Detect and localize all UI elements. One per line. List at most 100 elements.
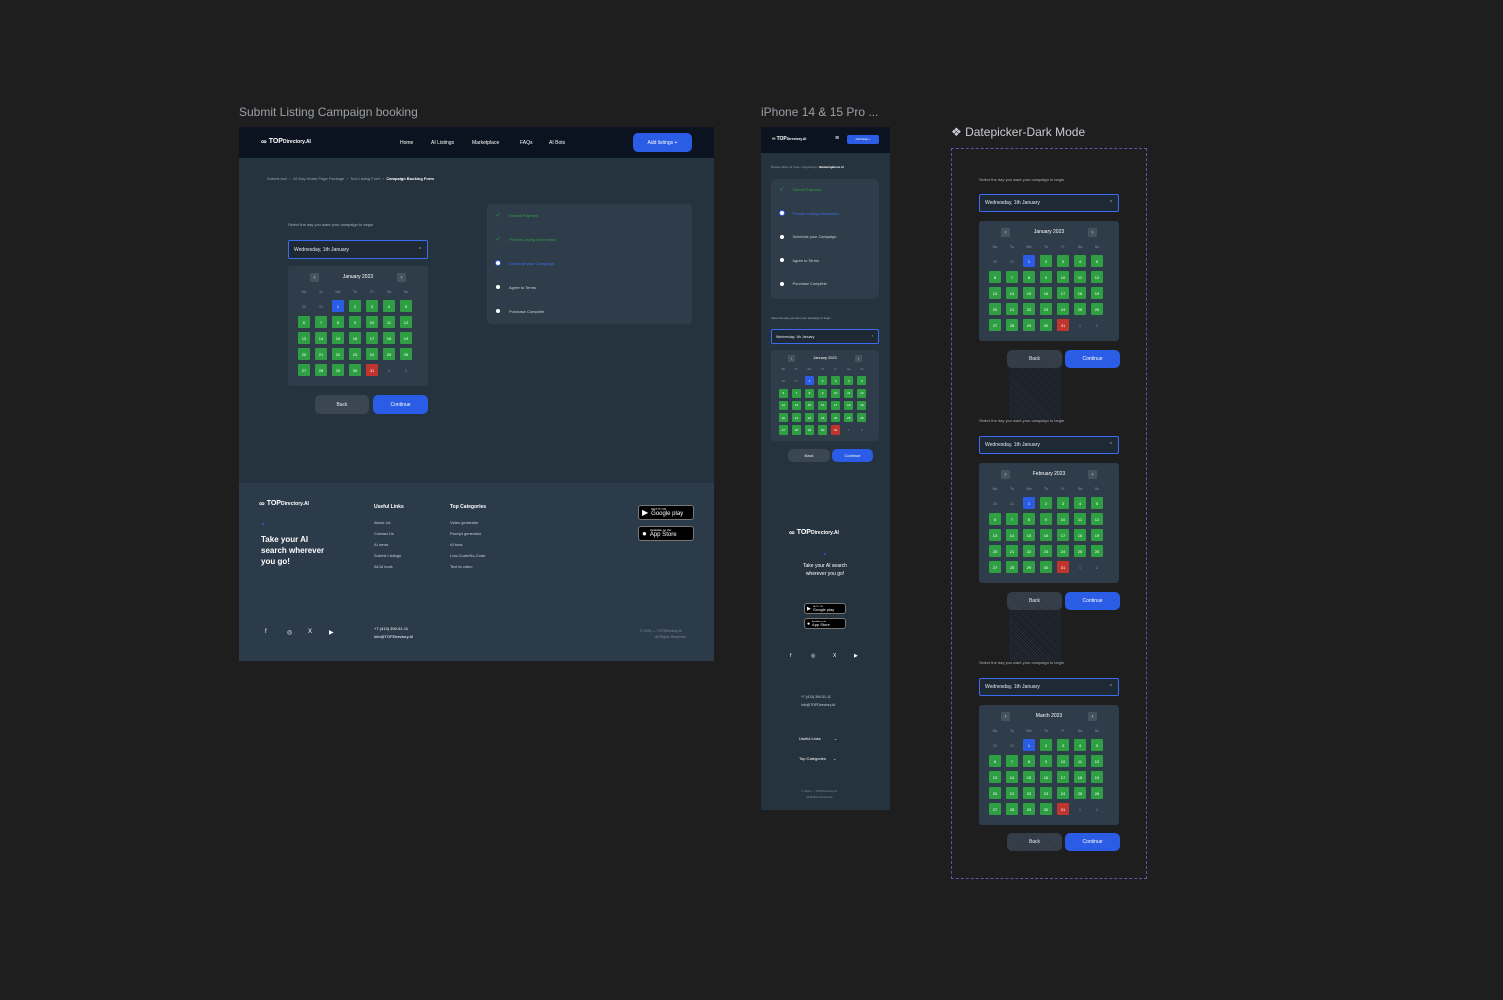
calendar-day[interactable]: 23 [1040,303,1052,315]
calendar-day[interactable]: 7 [1006,271,1018,283]
phone-footer-email[interactable]: info@TOPDirectory.AI [801,703,836,707]
calendar-day[interactable]: 5 [1091,255,1103,267]
calendar-day[interactable]: 8 [804,388,815,398]
calendar-day[interactable]: 1 [1023,739,1035,751]
calendar-day[interactable]: 20 [989,545,1001,557]
phone-useful-links-toggle[interactable]: Useful Links ⌄ [799,736,837,741]
picker-back-button-2[interactable]: Back [1007,592,1062,610]
calendar-day[interactable]: 19 [857,400,867,411]
picker-continue-button-2[interactable]: Continue [1065,592,1120,610]
category-link[interactable]: AI bots [450,542,463,547]
phone-footer-phone[interactable]: +7 (413) 390-51-11 [801,695,831,699]
calendar-day[interactable]: 13 [989,771,1001,783]
calendar-day[interactable]: 31 [1057,561,1069,573]
calendar-day[interactable]: 18 [1074,529,1086,541]
footer-logo[interactable]: ∞ TOP Directory.AI [259,499,309,508]
calendar-day[interactable]: 11 [844,388,854,398]
calendar-day[interactable]: 12 [1091,513,1103,525]
phone-date-select[interactable]: Wednesday, 1th January ⌃ [771,329,879,344]
calendar-day[interactable]: 5 [1091,739,1103,751]
calendar-day[interactable]: 5 [857,376,867,386]
calendar-day[interactable]: 28 [1006,561,1018,573]
calendar-day[interactable]: 15 [1023,287,1035,299]
next-month-button[interactable]: › [854,355,862,363]
calendar-day[interactable]: 17 [1057,771,1069,783]
footer-link-about[interactable]: About Us [374,520,391,525]
calendar-day[interactable]: 25 [1074,303,1086,315]
calendar-day[interactable]: 13 [778,400,788,411]
calendar-day[interactable]: 21 [1006,303,1018,315]
nav-ai-bots[interactable]: AI Bots [549,140,566,146]
next-month-button[interactable]: › [1088,228,1097,237]
calendar-day[interactable]: 18 [844,400,854,411]
calendar-day[interactable]: 17 [831,400,841,411]
calendar-day[interactable]: 10 [1057,755,1069,767]
prev-month-button[interactable]: ‹ [787,355,795,363]
category-link[interactable]: Text to video [450,564,473,569]
calendar-day[interactable]: 29 [1023,561,1035,573]
footer-link-contact[interactable]: Contact Us [374,531,394,536]
picker-select-3[interactable]: Wednesday, 1th January ⌃ [979,678,1119,696]
phone-add-listings-button[interactable]: Add listings + [847,135,879,144]
nav-marketplace[interactable]: Marketplace [472,140,500,146]
calendar-day[interactable]: 27 [989,319,1001,331]
calendar-day[interactable]: 3 [1057,255,1069,267]
calendar-day[interactable]: 19 [1091,529,1103,541]
calendar-day[interactable]: 1 [1023,497,1035,509]
calendar-day[interactable]: 7 [791,388,802,398]
calendar-day[interactable]: 27 [989,561,1001,573]
calendar-day[interactable]: 12 [400,316,412,328]
calendar-day[interactable]: 28 [791,425,802,435]
calendar-day[interactable]: 14 [1006,287,1018,299]
calendar-day[interactable]: 30 [1040,803,1052,815]
prev-month-button[interactable]: ‹ [1001,470,1010,479]
calendar-day[interactable]: 23 [817,413,828,423]
calendar-day[interactable]: 8 [1023,513,1035,525]
calendar-day[interactable]: 21 [1006,545,1018,557]
calendar-day[interactable]: 30 [1040,319,1052,331]
calendar-day[interactable]: 3 [831,376,841,386]
brand-logo[interactable]: ∞ TOP Directory.AI [261,137,311,146]
picker-select-1[interactable]: Wednesday, 1th January ⌃ [979,194,1119,212]
phone-app-store-badge[interactable]: ● Available on the App Store [804,618,846,629]
phone-brand-logo[interactable]: ∞ TOP Directory.AI [772,136,806,142]
calendar-day[interactable]: 16 [1040,529,1052,541]
facebook-icon[interactable]: f [265,629,267,635]
calendar-day[interactable]: 17 [1057,529,1069,541]
picker-continue-button-3[interactable]: Continue [1065,833,1120,851]
calendar-day[interactable]: 11 [383,316,395,328]
calendar-day[interactable]: 22 [1023,787,1035,799]
back-button[interactable]: Back [315,395,369,414]
calendar-day[interactable]: 9 [1040,271,1052,283]
nav-ai-listings[interactable]: AI Listings [431,140,455,146]
calendar-day[interactable]: 12 [1091,755,1103,767]
calendar-day[interactable]: 6 [778,388,788,398]
youtube-icon[interactable]: ▶ [854,653,858,659]
calendar-day[interactable]: 28 [1006,803,1018,815]
calendar-day[interactable]: 16 [817,400,828,411]
calendar-day[interactable]: 2 [1040,497,1052,509]
calendar-day[interactable]: 14 [791,400,802,411]
calendar-day[interactable]: 10 [366,316,378,328]
phone-footer-logo[interactable]: ∞ TOP Directory.AI [789,528,839,537]
calendar-day[interactable]: 25 [1074,787,1086,799]
calendar-day[interactable]: 9 [1040,513,1052,525]
calendar-day[interactable]: 30 [817,425,828,435]
calendar-day[interactable]: 12 [857,388,867,398]
calendar-day[interactable]: 2 [1040,739,1052,751]
calendar-day[interactable]: 10 [1057,271,1069,283]
calendar-day[interactable]: 27 [778,425,788,435]
next-month-button[interactable]: › [1088,470,1097,479]
next-month-button[interactable]: › [397,273,406,282]
calendar-day[interactable]: 11 [1074,513,1086,525]
calendar-day[interactable]: 15 [1023,529,1035,541]
calendar-day[interactable]: 29 [804,425,815,435]
calendar-day[interactable]: 9 [1040,755,1052,767]
calendar-day[interactable]: 27 [298,364,310,376]
instagram-icon[interactable]: ◎ [287,630,293,636]
calendar-day[interactable]: 1 [332,300,344,312]
calendar-day[interactable]: 27 [989,803,1001,815]
calendar-day[interactable]: 7 [1006,513,1018,525]
calendar-day[interactable]: 29 [1023,319,1035,331]
calendar-day[interactable]: 3 [1057,739,1069,751]
